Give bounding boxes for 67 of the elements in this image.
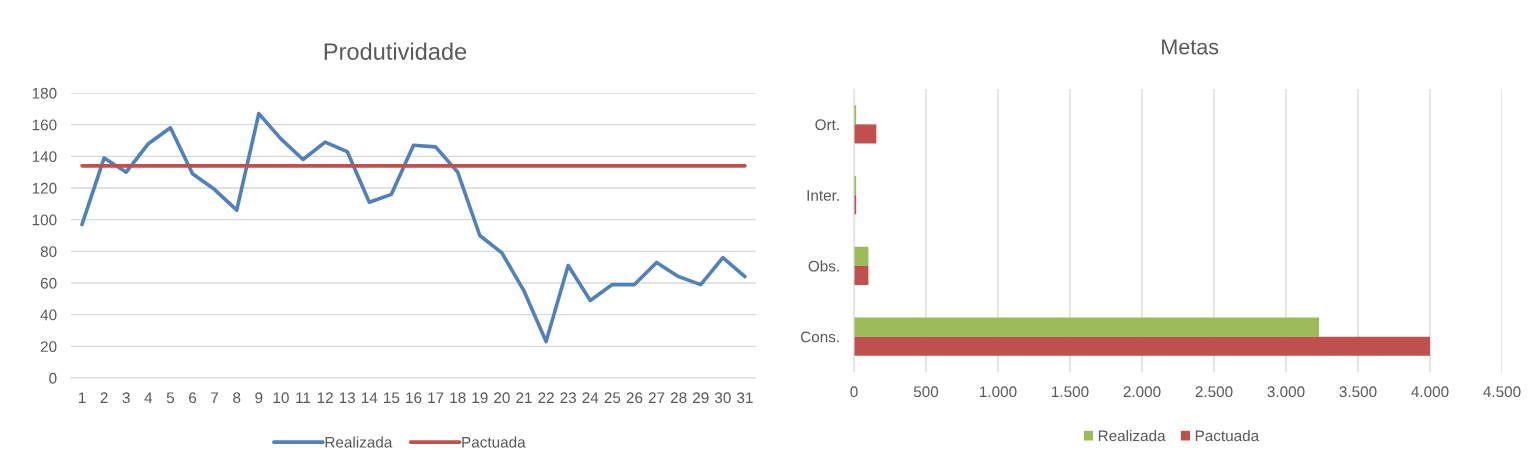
y-tick-label: 140 bbox=[32, 151, 57, 163]
chart-title: Produtividade bbox=[324, 42, 467, 60]
legend-label: Realizada bbox=[1098, 429, 1166, 442]
x-tick-label: 5 bbox=[166, 392, 175, 404]
y-tick-label: Inter. bbox=[807, 190, 839, 201]
x-tick-label: 14 bbox=[361, 392, 378, 403]
y-tick-label: 180 bbox=[32, 87, 57, 99]
bar bbox=[854, 317, 1320, 337]
x-tick-label: 26 bbox=[626, 392, 643, 404]
y-tick-label: 120 bbox=[32, 182, 57, 194]
y-tick-label: 60 bbox=[40, 277, 57, 289]
line-series bbox=[80, 111, 747, 344]
x-tick-label: 4.500 bbox=[1483, 386, 1521, 398]
bar bbox=[854, 265, 869, 285]
x-tick-label: 12 bbox=[317, 392, 333, 403]
x-tick-label: 19 bbox=[472, 392, 488, 404]
x-tick-label: 1.000 bbox=[980, 386, 1017, 398]
x-tick-label: 11 bbox=[296, 392, 311, 403]
x-tick-label: 2.000 bbox=[1123, 386, 1161, 398]
y-tick-label: 100 bbox=[32, 214, 57, 226]
bar bbox=[854, 246, 869, 266]
x-tick-label: 6 bbox=[189, 392, 197, 404]
x-tick-label: 3.000 bbox=[1267, 386, 1305, 398]
x-tick-label: 24 bbox=[582, 392, 599, 403]
y-tick-label: Ort. bbox=[815, 119, 839, 131]
x-tick-label: 13 bbox=[339, 392, 356, 404]
x-tick-label: 8 bbox=[233, 392, 241, 404]
y-tick-label: Cons. bbox=[800, 331, 839, 343]
x-tick-label: 4 bbox=[144, 392, 153, 403]
y-tick-label: 0 bbox=[49, 372, 57, 384]
y-tick-label: 40 bbox=[40, 309, 57, 321]
x-tick-label: 21 bbox=[516, 392, 532, 403]
y-tick-label: 20 bbox=[40, 341, 57, 353]
x-tick-label: 2.500 bbox=[1195, 386, 1233, 398]
x-tick-label: 25 bbox=[604, 392, 621, 404]
legend-label: Realizada bbox=[325, 436, 393, 448]
x-tick-label: 3.500 bbox=[1339, 386, 1377, 398]
y-tick-label: 80 bbox=[40, 246, 57, 258]
x-tick-label: 23 bbox=[560, 392, 576, 404]
x-tick-label: 18 bbox=[450, 392, 466, 404]
x-tick-label: 22 bbox=[538, 392, 554, 403]
x-tick-label: 500 bbox=[913, 386, 939, 398]
bar bbox=[854, 336, 1430, 356]
x-tick-label: 17 bbox=[428, 392, 444, 403]
x-tick-label: 1.500 bbox=[1052, 386, 1089, 398]
x-tick-label: 30 bbox=[714, 392, 731, 404]
x-tick-label: 16 bbox=[406, 392, 422, 404]
x-tick-label: 1 bbox=[78, 392, 86, 403]
bar bbox=[854, 124, 877, 144]
x-tick-label: 29 bbox=[693, 392, 709, 404]
x-tick-label: 10 bbox=[273, 392, 289, 404]
x-tick-label: 28 bbox=[670, 392, 687, 404]
x-tick-label: 27 bbox=[648, 392, 665, 403]
legend-label: Pactuada bbox=[462, 436, 526, 448]
x-tick-label: 3 bbox=[122, 392, 130, 404]
x-tick-label: 15 bbox=[384, 392, 400, 404]
chart-title: Metas bbox=[1162, 39, 1219, 55]
x-tick-label: 31 bbox=[737, 392, 753, 404]
x-tick-label: 0 bbox=[850, 386, 858, 398]
legend-label: Pactuada bbox=[1195, 429, 1260, 442]
x-tick-label: 20 bbox=[494, 392, 510, 404]
x-tick-label: 4.000 bbox=[1411, 386, 1449, 398]
x-tick-label: 7 bbox=[211, 392, 219, 403]
x-tick-label: 9 bbox=[255, 392, 263, 404]
y-tick-label: 160 bbox=[32, 119, 57, 131]
y-tick-label: Obs. bbox=[808, 260, 839, 272]
x-tick-label: 2 bbox=[100, 392, 108, 403]
